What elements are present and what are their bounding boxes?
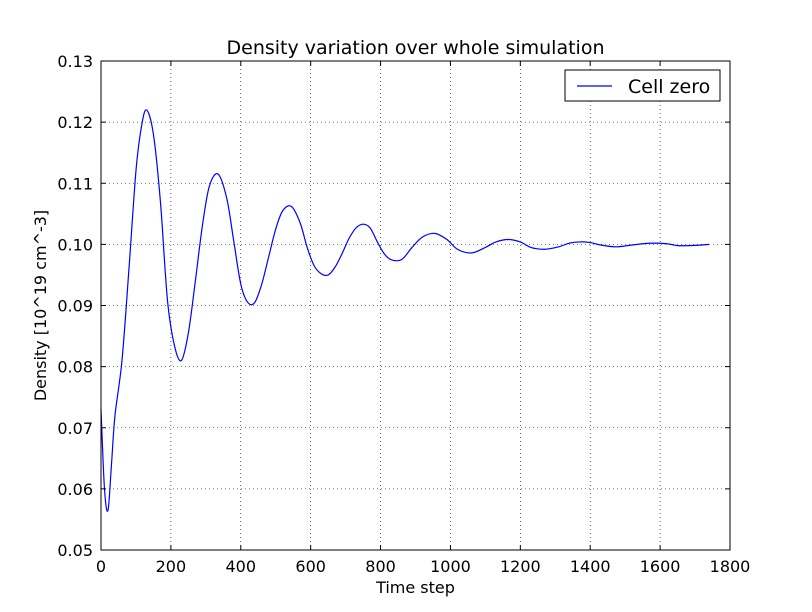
x-tick-label: 600 bbox=[295, 557, 326, 576]
x-tick-label: 800 bbox=[365, 557, 396, 576]
x-axis-label: Time step bbox=[375, 578, 455, 597]
y-tick-label: 0.05 bbox=[57, 541, 93, 560]
y-tick-label: 0.10 bbox=[57, 235, 93, 254]
plot-area bbox=[100, 109, 710, 512]
x-tick-label: 1800 bbox=[710, 557, 751, 576]
y-tick-label: 0.13 bbox=[57, 52, 93, 71]
x-tick-label: 200 bbox=[156, 557, 187, 576]
x-tick-label: 1600 bbox=[640, 557, 681, 576]
y-tick-label: 0.06 bbox=[57, 480, 93, 499]
legend: Cell zero bbox=[564, 69, 721, 102]
chart-title: Density variation over whole simulation bbox=[227, 37, 605, 59]
x-tick-label: 1000 bbox=[430, 557, 471, 576]
y-tick-label: 0.07 bbox=[57, 419, 93, 438]
x-tick-label: 1200 bbox=[500, 557, 541, 576]
y-tick-label: 0.08 bbox=[57, 358, 93, 377]
y-tick-label: 0.11 bbox=[57, 174, 93, 193]
series-line-cell-zero bbox=[100, 109, 710, 512]
legend-label: Cell zero bbox=[628, 76, 710, 98]
x-tick-label: 0 bbox=[96, 557, 106, 576]
x-tick-label: 400 bbox=[226, 557, 257, 576]
x-tick-label: 1400 bbox=[570, 557, 611, 576]
axis-ticks: 0 200 400 600 800 1000 1200 1400 1600 1800 0.05 0.0… bbox=[57, 52, 750, 576]
y-tick-label: 0.12 bbox=[57, 113, 93, 132]
legend-box bbox=[564, 69, 721, 102]
y-axis-label: Density [10^19 cm^-3] bbox=[31, 210, 50, 401]
gridlines bbox=[101, 61, 730, 550]
y-tick-label: 0.09 bbox=[57, 297, 93, 316]
